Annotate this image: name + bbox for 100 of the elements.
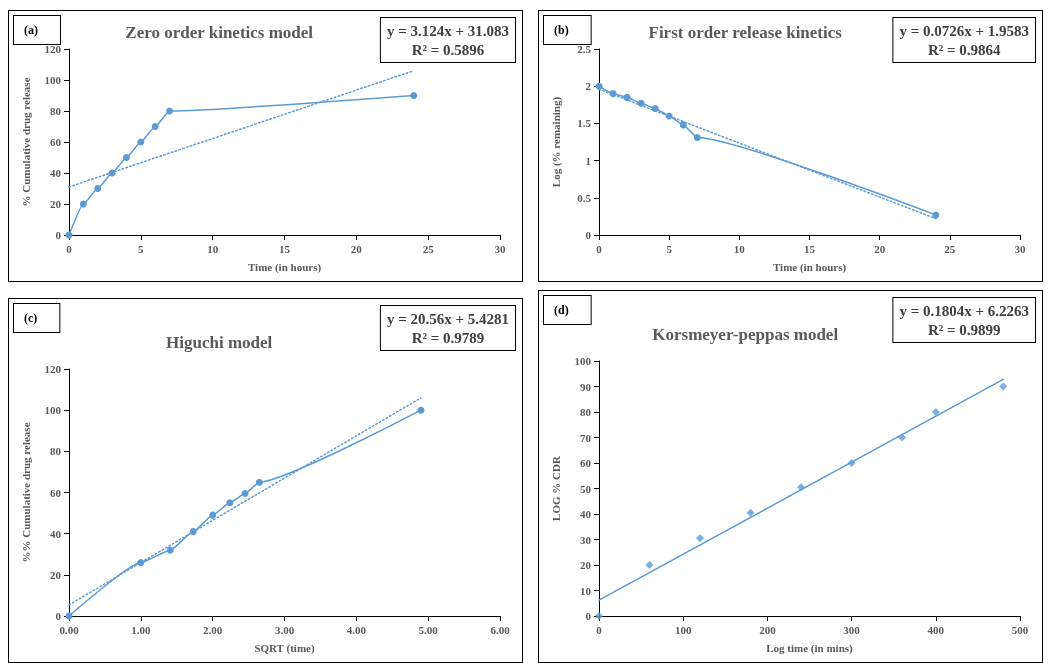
point [166,546,174,554]
y-tick-label: 70 [580,431,592,444]
y-tick-label: 120 [44,363,62,375]
y-tick-label: 20 [580,559,592,571]
x-tick-label: 200 [759,623,777,636]
point [637,99,645,107]
chart-title: Korsmeyer-peppas model [652,325,839,344]
y-tick-label: 120 [44,43,62,55]
text: y = 3.124x + 31.083 [386,22,510,39]
y-tick-label: 40 [50,527,62,540]
point [665,112,673,120]
x-tick-label: 0 [66,242,73,255]
point [797,483,806,492]
y-tick-label: 0 [55,229,62,241]
y-tick-label: 0 [585,610,592,622]
x-tick-label: 15 [804,242,816,255]
x-tick-label: 400 [927,623,945,636]
y-tick-label: 0.5 [577,191,592,204]
y-tick-label: 40 [580,508,592,520]
x-tick-label: 30 [1014,242,1026,255]
point [255,478,263,486]
y-tick-label: 60 [50,136,62,148]
y-tick-label: 2.5 [577,43,592,55]
text: R² = 0.9789 [411,329,485,346]
point [931,408,940,416]
x-axis-title: SQRT (time) [254,641,315,655]
point [693,134,701,142]
x-tick-label: 25 [422,242,435,255]
x-tick-label: 20 [874,242,886,255]
point [696,534,705,543]
annotation: R² = 0.5896 [411,41,485,58]
point [679,121,687,129]
point [999,382,1008,391]
y-tick-label: 1 [585,154,591,167]
y-tick-label: 10 [580,584,592,597]
point [151,123,159,130]
y-tick-label: 80 [580,406,592,418]
x-tick-label: 5.00 [418,623,439,636]
y-axis-title: % Cumulative drug release [19,77,32,207]
y-tick-label: 2 [585,80,592,93]
y-tick-label: 20 [50,198,62,210]
point [595,82,603,90]
y-tick-label: 1.5 [577,117,592,130]
point [746,508,755,517]
text: R² = 0.9899 [927,321,1001,338]
text: (c) [24,311,38,325]
y-tick-label: 100 [44,74,62,86]
point [241,490,249,498]
x-axis-title: Time (in hours) [772,260,847,274]
chart-title: Higuchi model [166,333,273,352]
y-tick-label: 100 [574,355,592,367]
annotation: R² = 0.9864 [927,41,1002,58]
y-tick-label: 80 [50,105,62,117]
chart-title: Zero order kinetics model [125,23,314,42]
x-tick-label: 4.00 [346,623,367,636]
text: y = 0.0726x + 1.9583 [899,22,1030,39]
point [209,511,217,519]
y-tick-label: 100 [44,404,62,417]
x-tick-label: 100 [674,623,692,636]
x-tick-label: 6.00 [490,623,511,636]
point [189,528,197,536]
point [623,93,631,101]
point [847,459,856,467]
point [94,185,102,192]
point [166,107,174,115]
chart-title: First order release kinetics [648,23,843,42]
text: y = 20.56x + 5.4281 [386,310,510,327]
point [137,558,145,566]
x-tick-label: 0 [596,242,603,255]
x-axis-title: Time (in hours) [247,260,322,274]
point [226,499,234,507]
x-tick-label: 5 [666,242,673,255]
point [410,92,418,99]
x-tick-label: 20 [350,242,363,255]
x-tick-label: 3.00 [274,623,295,636]
point [898,433,907,442]
y-axis-title: LOG % CDR [549,455,562,521]
point [79,200,87,208]
x-tick-label: 500 [1011,623,1029,636]
y-tick-label: 90 [580,380,592,393]
x-tick-label: 10 [733,242,746,255]
point [645,561,654,569]
x-tick-label: 300 [843,623,861,636]
x-axis-title: Log time (in mins) [766,641,854,655]
y-tick-label: 80 [50,445,62,458]
x-tick-label: 2.00 [203,623,223,636]
x-tick-label: 0 [596,623,603,636]
y-tick-label: 20 [50,568,62,581]
y-axis-title: Log (% remaining) [549,96,563,188]
text: (a) [24,23,38,37]
x-tick-label: 10 [207,242,219,255]
y-tick-label: 50 [580,482,592,495]
x-tick-label: 1.00 [131,623,151,636]
x-tick-label: 5 [138,242,145,255]
x-tick-label: 30 [494,242,506,255]
text: y = 0.1804x + 6.2263 [899,302,1030,319]
text: (b) [554,23,569,37]
text: (d) [554,303,569,317]
y-axis-title: %% Cumulative drug release [19,422,32,563]
point [122,154,130,161]
